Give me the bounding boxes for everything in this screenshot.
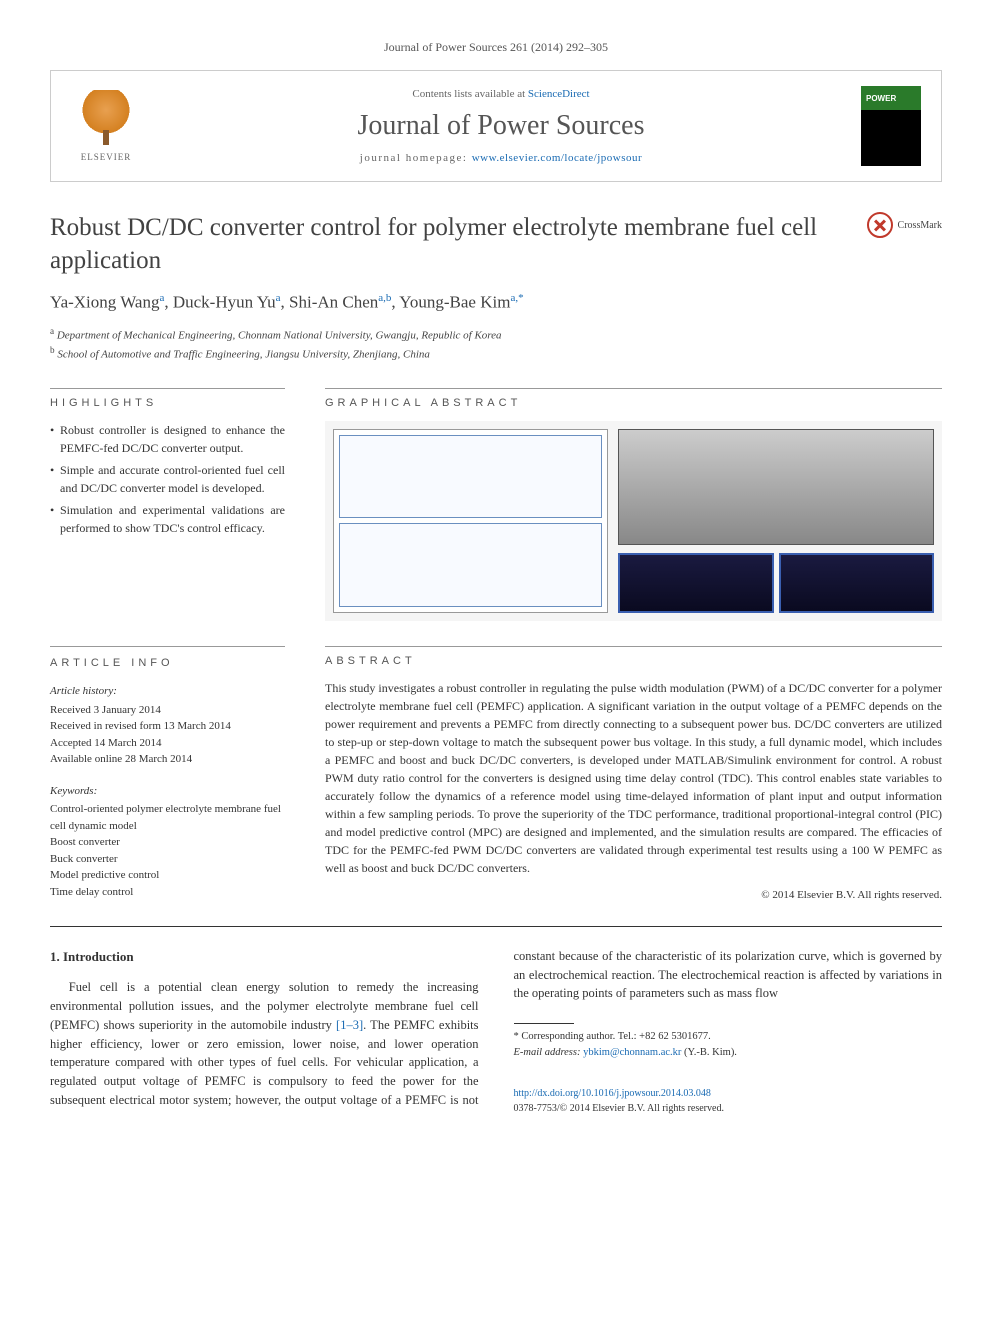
article-history: Article history: Received 3 January 2014… xyxy=(50,683,285,768)
body-columns: 1. Introduction Fuel cell is a potential… xyxy=(50,947,942,1116)
publisher-name: ELSEVIER xyxy=(81,152,132,162)
section-divider xyxy=(50,926,942,927)
author: Duck-Hyun Yu xyxy=(173,293,276,312)
highlight-item: Simulation and experimental validations … xyxy=(50,501,285,537)
ga-scope-row xyxy=(618,553,934,613)
corresponding-email-line: E-mail address: ybkim@chonnam.ac.kr (Y.-… xyxy=(514,1045,943,1061)
affiliations: a Department of Mechanical Engineering, … xyxy=(50,325,942,363)
keywords-block: Keywords: Control-oriented polymer elect… xyxy=(50,783,285,901)
contents-line: Contents lists available at ScienceDirec… xyxy=(161,88,841,100)
revised-date: Received in revised form 13 March 2014 xyxy=(50,718,285,735)
author: Young-Bae Kim xyxy=(399,293,510,312)
affiliation: b School of Automotive and Traffic Engin… xyxy=(50,344,942,363)
online-date: Available online 28 March 2014 xyxy=(50,751,285,768)
keyword: Buck converter xyxy=(50,851,285,868)
keywords-label: Keywords: xyxy=(50,783,285,800)
author: Ya-Xiong Wang xyxy=(50,293,159,312)
homepage-line: journal homepage: www.elsevier.com/locat… xyxy=(161,152,841,164)
authors-list: Ya-Xiong Wanga, Duck-Hyun Yua, Shi-An Ch… xyxy=(50,292,942,313)
journal-header-box: ELSEVIER Contents lists available at Sci… xyxy=(50,70,942,182)
journal-name: Journal of Power Sources xyxy=(161,110,841,142)
keyword: Model predictive control xyxy=(50,867,285,884)
author-sup: a xyxy=(276,292,281,304)
sciencedirect-link[interactable]: ScienceDirect xyxy=(528,88,590,100)
abstract-label: ABSTRACT xyxy=(325,646,942,667)
issn-copyright: 0378-7753/© 2014 Elsevier B.V. All right… xyxy=(514,1101,943,1116)
footnote-rule xyxy=(514,1023,574,1024)
crossmark-label: CrossMark xyxy=(898,220,942,231)
homepage-link[interactable]: www.elsevier.com/locate/jpowsour xyxy=(472,152,642,164)
accepted-date: Accepted 14 March 2014 xyxy=(50,735,285,752)
ga-oscilloscope-image xyxy=(779,553,934,613)
author-sup: a,b xyxy=(378,292,391,304)
header-center: Contents lists available at ScienceDirec… xyxy=(161,88,841,164)
corresponding-label: * Corresponding author. Tel.: +82 62 530… xyxy=(514,1029,943,1045)
keyword: Control-oriented polymer electrolyte mem… xyxy=(50,801,285,834)
contents-prefix: Contents lists available at xyxy=(412,88,527,100)
highlight-item: Simple and accurate control-oriented fue… xyxy=(50,461,285,497)
abstract-copyright: © 2014 Elsevier B.V. All rights reserved… xyxy=(325,889,942,901)
history-label: Article history: xyxy=(50,683,285,700)
abstract-section: ABSTRACT This study investigates a robus… xyxy=(325,646,942,901)
article-title: Robust DC/DC converter control for polym… xyxy=(50,212,847,277)
elsevier-logo: ELSEVIER xyxy=(71,86,141,166)
highlights-section: HIGHLIGHTS Robust controller is designed… xyxy=(50,388,285,621)
crossmark-badge[interactable]: CrossMark xyxy=(867,212,942,238)
intro-heading: 1. Introduction xyxy=(50,947,479,967)
ga-right-column xyxy=(618,429,934,613)
journal-cover-thumbnail xyxy=(861,86,921,166)
journal-reference: Journal of Power Sources 261 (2014) 292–… xyxy=(50,40,942,55)
article-info-label: ARTICLE INFO xyxy=(50,646,285,672)
homepage-prefix: journal homepage: xyxy=(360,152,472,164)
author-sup: a,* xyxy=(510,292,523,304)
abstract-text: This study investigates a robust control… xyxy=(325,679,942,877)
ga-schematic-box xyxy=(339,523,602,607)
received-date: Received 3 January 2014 xyxy=(50,702,285,719)
elsevier-tree-icon xyxy=(81,90,131,140)
author-sup: a xyxy=(159,292,164,304)
doi-link[interactable]: http://dx.doi.org/10.1016/j.jpowsour.201… xyxy=(514,1088,711,1099)
keyword: Boost converter xyxy=(50,834,285,851)
highlights-label: HIGHLIGHTS xyxy=(50,388,285,409)
ga-equipment-photo xyxy=(618,429,934,545)
graphical-abstract-label: GRAPHICAL ABSTRACT xyxy=(325,388,942,409)
corresponding-author-note: * Corresponding author. Tel.: +82 62 530… xyxy=(514,1023,943,1061)
footer-block: http://dx.doi.org/10.1016/j.jpowsour.201… xyxy=(514,1086,943,1116)
ga-circuit-diagram xyxy=(333,429,608,613)
graphical-abstract-section: GRAPHICAL ABSTRACT xyxy=(325,388,942,621)
graphical-abstract-image xyxy=(325,421,942,621)
highlight-item: Robust controller is designed to enhance… xyxy=(50,421,285,457)
highlights-list: Robust controller is designed to enhance… xyxy=(50,421,285,537)
citation-link[interactable]: [1–3] xyxy=(336,1018,363,1032)
ga-schematic-box xyxy=(339,435,602,519)
crossmark-icon xyxy=(867,212,893,238)
ga-oscilloscope-image xyxy=(618,553,773,613)
email-link[interactable]: ybkim@chonnam.ac.kr xyxy=(583,1047,681,1058)
article-info-section: ARTICLE INFO Article history: Received 3… xyxy=(50,646,285,901)
affiliation: a Department of Mechanical Engineering, … xyxy=(50,325,942,344)
author: Shi-An Chen xyxy=(289,293,378,312)
keyword: Time delay control xyxy=(50,884,285,901)
